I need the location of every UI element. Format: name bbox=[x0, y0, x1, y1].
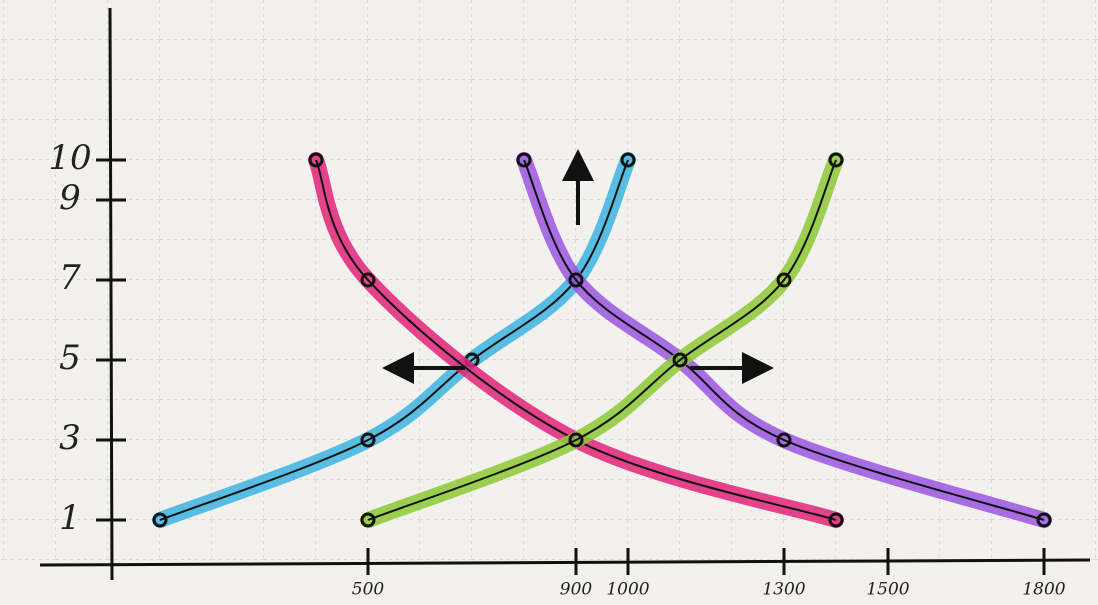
x-tick-label: 1300 bbox=[762, 580, 805, 600]
point bbox=[828, 512, 844, 528]
point bbox=[1036, 512, 1052, 528]
curve bbox=[315, 159, 837, 521]
point bbox=[152, 512, 168, 528]
point bbox=[568, 432, 584, 448]
plot-area bbox=[152, 152, 1052, 528]
point bbox=[568, 272, 584, 288]
curve bbox=[523, 159, 1045, 521]
point bbox=[516, 152, 532, 168]
x-tick-label: 1000 bbox=[606, 580, 649, 600]
x-tick-label: 500 bbox=[352, 580, 385, 600]
x-tick-label: 1800 bbox=[1022, 580, 1065, 600]
point bbox=[620, 152, 636, 168]
point bbox=[672, 352, 688, 368]
y-tick-label: 5 bbox=[59, 338, 81, 378]
paper-grid bbox=[0, 0, 1098, 560]
point bbox=[360, 272, 376, 288]
x-tick-label: 1500 bbox=[866, 580, 909, 600]
y-tick-label: 9 bbox=[59, 178, 81, 218]
y-tick-label: 10 bbox=[48, 138, 91, 178]
y-axis bbox=[108, 7, 114, 581]
x-tick-label: 900 bbox=[560, 580, 593, 600]
point bbox=[360, 432, 376, 448]
y-tick-label: 1 bbox=[59, 498, 81, 538]
point bbox=[308, 152, 324, 168]
point bbox=[776, 432, 792, 448]
y-tick-label: 3 bbox=[59, 418, 81, 458]
point bbox=[360, 512, 376, 528]
x-axis bbox=[39, 558, 1091, 567]
y-tick-label: 7 bbox=[59, 258, 81, 298]
point bbox=[776, 272, 792, 288]
point bbox=[828, 152, 844, 168]
